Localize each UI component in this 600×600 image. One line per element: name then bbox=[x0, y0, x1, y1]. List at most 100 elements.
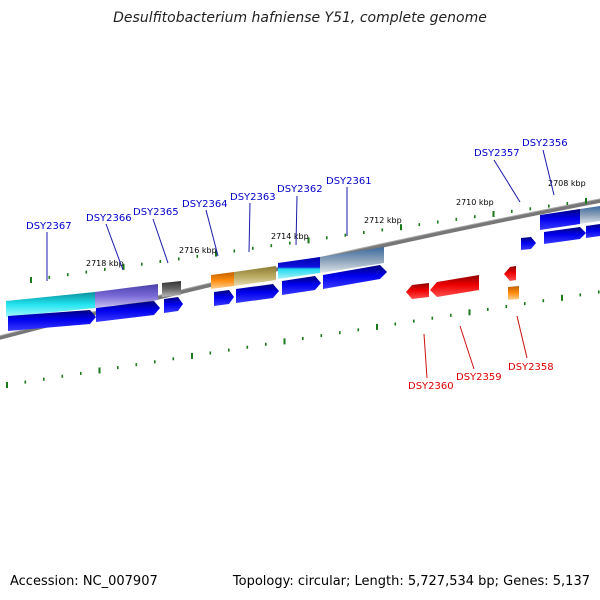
lower-tick bbox=[302, 337, 304, 340]
cds-dsy2363 bbox=[236, 284, 279, 303]
upper-tick bbox=[400, 224, 402, 231]
axis-label-2710: 2710 kbp bbox=[456, 198, 494, 207]
leader-dsy2363 bbox=[248, 202, 251, 253]
lower-tick bbox=[468, 309, 471, 316]
plus-gene-labels: DSY2356 DSY2357 DSY2361 DSY2362 DSY2363 … bbox=[26, 138, 568, 232]
upper-tick bbox=[344, 233, 347, 237]
cds-dsy2356 bbox=[544, 227, 586, 244]
upper-tick bbox=[85, 270, 88, 274]
cds-dsy2357 bbox=[521, 237, 536, 250]
lower-tick bbox=[61, 374, 64, 378]
lower-tick bbox=[172, 357, 175, 361]
feature-dsy2361 bbox=[320, 247, 384, 273]
lower-tick bbox=[80, 371, 82, 375]
leader-dsy2359 bbox=[459, 325, 475, 370]
minus-gene-labels: DSY2358 DSY2359 DSY2360 bbox=[408, 362, 554, 392]
upper-tick bbox=[270, 244, 273, 248]
minus-label-leaders bbox=[423, 315, 528, 379]
lower-tick bbox=[505, 305, 508, 308]
upper-tick bbox=[437, 220, 439, 224]
leader-dsy2362 bbox=[295, 195, 298, 246]
upper-tick bbox=[104, 267, 106, 271]
feature-dsy2364 bbox=[211, 272, 234, 289]
feature-dsy2362 bbox=[278, 257, 320, 279]
upper-tick bbox=[511, 209, 513, 213]
gene-label-dsy2365[interactable]: DSY2365 bbox=[133, 207, 179, 218]
map-title: Desulfitobacterium hafniense Y51, comple… bbox=[113, 10, 487, 26]
leader-dsy2357 bbox=[493, 159, 521, 203]
gene-label-dsy2361[interactable]: DSY2361 bbox=[326, 176, 372, 187]
upper-tick bbox=[363, 231, 365, 234]
axis-label-2708: 2708 kbp bbox=[548, 179, 586, 188]
cds-dsy2365 bbox=[164, 297, 183, 313]
gene-label-dsy2366[interactable]: DSY2366 bbox=[86, 213, 132, 224]
axis-label-2712: 2712 kbp bbox=[364, 216, 402, 225]
lower-tick bbox=[24, 380, 27, 384]
lower-tick bbox=[117, 366, 119, 370]
cds-dsy2364 bbox=[214, 290, 234, 306]
feature-dsy2367 bbox=[6, 292, 95, 317]
lower-tick bbox=[154, 360, 156, 364]
accession-text: Accession: NC_007907 bbox=[10, 574, 158, 589]
lower-tick bbox=[246, 345, 249, 349]
cds-dsy2356b bbox=[586, 224, 600, 238]
upper-tick bbox=[529, 207, 532, 211]
upper-tick bbox=[381, 228, 384, 232]
gene-label-dsy2360[interactable]: DSY2360 bbox=[408, 381, 454, 392]
lower-tick bbox=[394, 322, 397, 326]
plus-label-leaders bbox=[46, 149, 555, 281]
upper-tick bbox=[289, 241, 291, 245]
upper-tick bbox=[307, 237, 310, 244]
gene-label-dsy2359[interactable]: DSY2359 bbox=[456, 372, 502, 383]
lower-tick bbox=[357, 328, 360, 332]
cds-dsy2362 bbox=[282, 276, 321, 295]
lower-tick bbox=[283, 338, 286, 345]
lower-tick bbox=[228, 348, 230, 352]
lower-tick bbox=[265, 342, 267, 346]
upper-tick bbox=[474, 215, 476, 219]
leader-dsy2365 bbox=[152, 218, 169, 264]
leader-dsy2366 bbox=[105, 223, 124, 271]
leader-dsy2360 bbox=[423, 333, 428, 379]
feature-dsy2365 bbox=[162, 281, 181, 297]
gene-label-dsy2364[interactable]: DSY2364 bbox=[182, 199, 228, 210]
lower-tick bbox=[98, 367, 101, 374]
upper-tick bbox=[159, 260, 162, 263]
lower-tick bbox=[339, 331, 341, 335]
gene-label-dsy2357[interactable]: DSY2357 bbox=[474, 148, 520, 159]
lower-tick bbox=[191, 352, 193, 359]
lower-tick bbox=[487, 307, 489, 311]
upper-tick bbox=[141, 262, 143, 266]
axis-labels: 2708 kbp 2710 kbp 2712 kbp 2714 kbp 2716… bbox=[86, 179, 586, 268]
gene-label-dsy2358[interactable]: DSY2358 bbox=[508, 362, 554, 373]
cds-dsy2367 bbox=[8, 310, 96, 331]
cds-dsy2360 bbox=[406, 283, 429, 299]
lower-tick bbox=[43, 377, 45, 381]
reverse-cds-track bbox=[406, 266, 516, 299]
gene-label-dsy2356[interactable]: DSY2356 bbox=[522, 138, 568, 149]
cds-dsy2366 bbox=[96, 301, 160, 322]
lower-tick bbox=[413, 319, 415, 323]
axis-label-2718: 2718 kbp bbox=[86, 259, 124, 268]
upper-tick bbox=[48, 275, 51, 279]
lower-tick bbox=[450, 313, 452, 317]
lower-tick bbox=[376, 323, 378, 330]
upper-tick bbox=[585, 197, 587, 204]
upper-tick bbox=[252, 246, 254, 250]
cds-dsy2358 bbox=[504, 266, 516, 281]
upper-tick bbox=[196, 254, 199, 258]
feature-track bbox=[6, 206, 600, 317]
forward-cds-track bbox=[8, 224, 600, 331]
gene-label-dsy2367[interactable]: DSY2367 bbox=[26, 221, 72, 232]
feature-dsy2356 bbox=[540, 209, 580, 230]
feature-dsy2363 bbox=[234, 266, 276, 286]
lower-tick bbox=[431, 316, 434, 320]
upper-tick bbox=[215, 250, 217, 257]
gene-label-dsy2363[interactable]: DSY2363 bbox=[230, 192, 276, 203]
leader-dsy2364 bbox=[205, 209, 219, 257]
feature-dsy2366 bbox=[95, 284, 158, 308]
genome-summary: Topology: circular; Length: 5,727,534 bp… bbox=[232, 574, 590, 589]
upper-tick bbox=[455, 217, 458, 221]
gene-label-dsy2362[interactable]: DSY2362 bbox=[277, 184, 323, 195]
